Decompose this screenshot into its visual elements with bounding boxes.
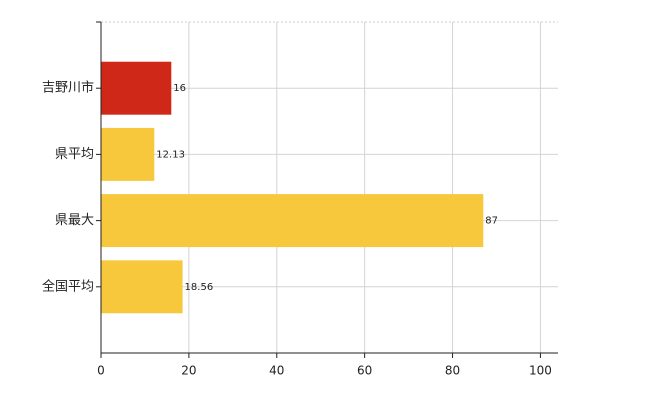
y-tick-label: 吉野川市 bbox=[42, 80, 94, 96]
x-tick-label: 100 bbox=[529, 364, 552, 378]
value-label: 16 bbox=[173, 83, 186, 94]
bar bbox=[101, 127, 155, 181]
x-tick-label: 0 bbox=[97, 364, 105, 378]
y-tick-label: 県平均 bbox=[55, 147, 94, 162]
bar bbox=[101, 61, 172, 115]
x-tick-label: 80 bbox=[445, 364, 460, 378]
x-tick-label: 40 bbox=[269, 364, 284, 378]
y-tick-label: 県最大 bbox=[55, 213, 94, 228]
value-label: 18.56 bbox=[185, 282, 214, 293]
value-label: 12.13 bbox=[156, 149, 185, 160]
bar bbox=[101, 194, 484, 248]
y-tick-label: 全国平均 bbox=[42, 278, 94, 294]
x-tick-label: 60 bbox=[357, 364, 372, 378]
bar bbox=[101, 260, 183, 314]
value-label: 87 bbox=[485, 216, 498, 227]
x-tick-label: 20 bbox=[181, 364, 196, 378]
